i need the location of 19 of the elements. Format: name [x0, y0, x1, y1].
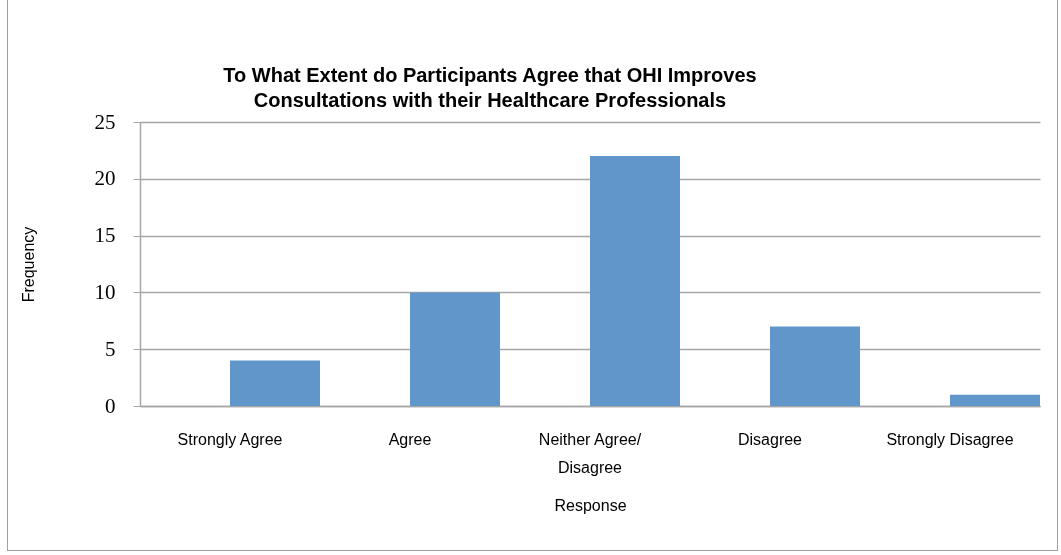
y-tick-label: 10 [94, 279, 116, 304]
y-tick-label: 25 [94, 109, 116, 134]
y-tick-label: 20 [94, 166, 116, 191]
y-tick-label: 0 [105, 393, 116, 418]
bar [950, 394, 1040, 406]
x-tick-label: Disagree [737, 430, 803, 448]
bar [770, 326, 860, 406]
y-axis-title: Frequency [19, 226, 37, 303]
x-tick-label: Strongly Disagree [886, 430, 1014, 448]
x-tick-label: Strongly Agree [177, 430, 283, 448]
bar [230, 360, 320, 406]
y-tick-label: 15 [94, 223, 116, 248]
chart-title: To What Extent do Participants Agree that OHI Improves Consultations with their Healthcare Professionals [223, 64, 757, 111]
y-tick-label: 5 [105, 336, 116, 361]
bar [590, 156, 680, 406]
bar [410, 292, 500, 406]
x-tick-label: Agree [388, 430, 432, 448]
x-tick-label: Neither Agree/ Disagree [538, 430, 642, 476]
x-axis-title: Response [554, 496, 627, 514]
